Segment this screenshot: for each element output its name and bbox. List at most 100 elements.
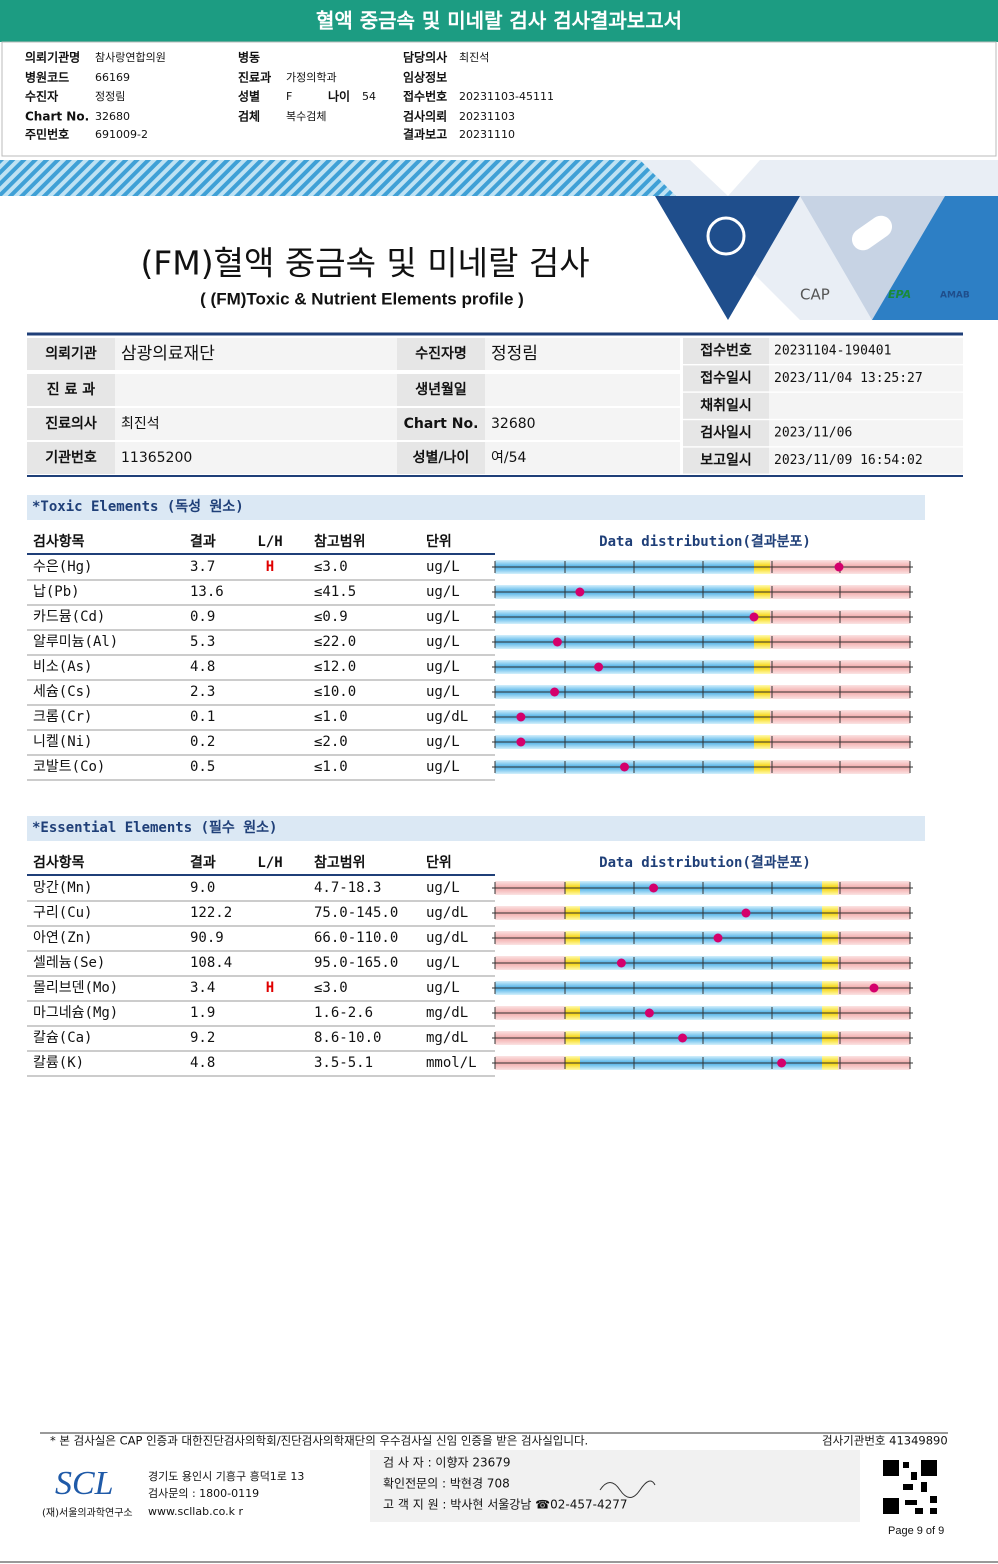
item-name: 납(Pb) bbox=[33, 584, 80, 600]
pill-icon bbox=[851, 215, 893, 251]
footer-staff-box bbox=[370, 1450, 860, 1522]
cell-label: 보고일시 bbox=[700, 453, 752, 469]
column-header: Data distribution(결과분포) bbox=[599, 533, 811, 550]
item-name: 세슘(Cs) bbox=[33, 684, 92, 700]
cell-label: 수진자명 bbox=[415, 345, 467, 362]
label-cell bbox=[27, 338, 115, 370]
column-header: 검사항목 bbox=[33, 854, 85, 871]
label-cell bbox=[397, 408, 485, 440]
unit: mmol/L bbox=[426, 1055, 477, 1071]
cell-value: 삼광의료재단 bbox=[121, 344, 215, 364]
reference: ≤1.0 bbox=[314, 759, 348, 775]
result-dot bbox=[516, 712, 526, 722]
info-value: 20231110 bbox=[459, 128, 515, 141]
reference: ≤0.9 bbox=[314, 609, 348, 625]
label-cell bbox=[397, 442, 485, 474]
info-label: 병원코드 bbox=[25, 70, 69, 85]
cell-value: 11365200 bbox=[121, 450, 192, 466]
value-cell bbox=[485, 442, 680, 474]
label-cell bbox=[397, 374, 485, 406]
column-header: 단위 bbox=[426, 533, 452, 550]
item-name: 구리(Cu) bbox=[33, 905, 92, 921]
website: www.scllab.co.k r bbox=[148, 1505, 244, 1518]
result: 2.3 bbox=[190, 684, 215, 700]
info-label: 의뢰기관명 bbox=[25, 50, 80, 65]
result-dot bbox=[869, 983, 879, 993]
unit: ug/L bbox=[426, 980, 460, 996]
result-dot bbox=[644, 1008, 654, 1018]
label-cell bbox=[397, 338, 485, 370]
institute: (재)서울의과학연구소 bbox=[42, 1507, 133, 1519]
deco bbox=[655, 196, 800, 320]
deco bbox=[690, 160, 760, 196]
value-cell bbox=[769, 420, 963, 447]
info-value: 20231103 bbox=[459, 110, 515, 123]
result: 3.4 bbox=[190, 980, 215, 996]
result-dot bbox=[552, 637, 562, 647]
item-name: 아연(Zn) bbox=[33, 930, 92, 946]
header-title: 혈액 중금속 및 미네랄 검사 검사결과보고서 bbox=[316, 9, 682, 33]
column-header: L/H bbox=[257, 534, 282, 550]
info-label: 검체 bbox=[238, 109, 260, 124]
result: 0.2 bbox=[190, 734, 215, 750]
flag: H bbox=[266, 980, 274, 996]
item-name: 크롬(Cr) bbox=[33, 709, 92, 725]
unit: ug/L bbox=[426, 609, 460, 625]
value-cell bbox=[769, 392, 963, 419]
section-title-bar bbox=[27, 495, 925, 520]
info-value: 20231103-45111 bbox=[459, 90, 554, 103]
result: 122.2 bbox=[190, 905, 232, 921]
result: 9.2 bbox=[190, 1030, 215, 1046]
logo: EPA bbox=[888, 288, 911, 301]
reference: ≤12.0 bbox=[314, 659, 356, 675]
result-dot bbox=[575, 587, 585, 597]
item-name: 수은(Hg) bbox=[33, 559, 92, 575]
info-label: 진료과 bbox=[238, 70, 271, 85]
value-cell bbox=[115, 338, 397, 370]
unit: ug/L bbox=[426, 880, 460, 896]
section-title: *Essential Elements (필수 원소) bbox=[32, 819, 277, 836]
info-label: 임상정보 bbox=[403, 70, 447, 85]
cell-label: Chart No. bbox=[404, 416, 479, 432]
cell-label: 검사일시 bbox=[700, 424, 752, 441]
unit: ug/L bbox=[426, 659, 460, 675]
unit: mg/dL bbox=[426, 1005, 468, 1021]
result-dot bbox=[834, 562, 844, 572]
info-value: 32680 bbox=[95, 110, 130, 123]
result-dot bbox=[616, 958, 626, 968]
info-value: 66169 bbox=[95, 71, 130, 84]
result-dot bbox=[777, 1058, 787, 1068]
info-label: 성별 bbox=[238, 89, 260, 104]
label-cell bbox=[683, 365, 769, 392]
section-title: *Toxic Elements (독성 원소) bbox=[32, 499, 244, 515]
label-cell bbox=[27, 442, 115, 474]
info-label: 주민번호 bbox=[25, 127, 69, 142]
unit: ug/L bbox=[426, 584, 460, 600]
reference: ≤41.5 bbox=[314, 584, 356, 600]
cell-label: 성별/나이 bbox=[413, 449, 470, 466]
report-subtitle: ( (FM)Toxic & Nutrient Elements profile … bbox=[200, 289, 524, 308]
reference: 75.0-145.0 bbox=[314, 905, 398, 921]
info-value: 691009-2 bbox=[95, 128, 148, 141]
result-dot bbox=[741, 908, 751, 918]
unit: ug/L bbox=[426, 634, 460, 650]
item-name: 알루미늄(Al) bbox=[33, 634, 118, 650]
info-box bbox=[1, 41, 997, 157]
reference: 8.6-10.0 bbox=[314, 1030, 381, 1046]
address: 경기도 용인시 기흥구 흥덕1로 13 bbox=[148, 1469, 304, 1483]
unit: ug/L bbox=[426, 559, 460, 575]
info-label: 수진자 bbox=[25, 89, 58, 104]
result: 0.9 bbox=[190, 609, 215, 625]
value-cell bbox=[115, 374, 397, 406]
deco bbox=[800, 196, 945, 320]
value-cell bbox=[115, 408, 397, 440]
lab-number: 검사기관번호 41349890 bbox=[822, 1434, 948, 1448]
reference: ≤2.0 bbox=[314, 734, 348, 750]
item-name: 칼슘(Ca) bbox=[33, 1030, 92, 1046]
unit: mg/dL bbox=[426, 1030, 468, 1046]
cell-value: 20231104-190401 bbox=[774, 344, 891, 359]
cell-label: 접수번호 bbox=[700, 343, 752, 359]
info-label: 접수번호 bbox=[403, 89, 447, 104]
column-header: Data distribution(결과분포) bbox=[599, 854, 811, 871]
